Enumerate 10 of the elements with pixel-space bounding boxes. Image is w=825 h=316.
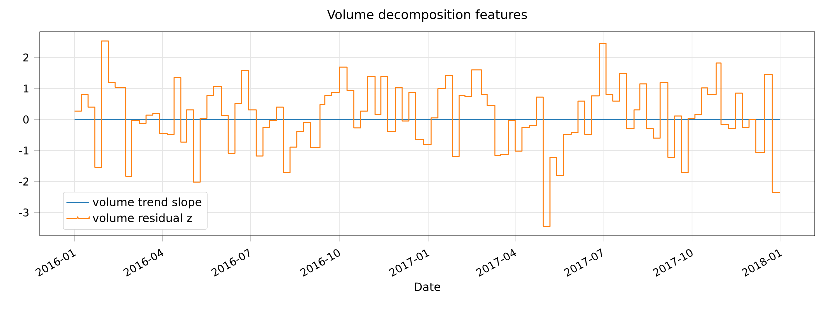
legend-label: volume residual z	[92, 214, 192, 222]
y-tick-label: 0	[24, 116, 29, 124]
legend-label: volume trend slope	[92, 198, 202, 209]
y-tick-label: -1	[19, 146, 29, 155]
x-axis-title: Date	[415, 282, 440, 292]
chart-title: Volume decomposition features	[327, 10, 528, 22]
y-tick-label: 2	[24, 54, 29, 62]
y-tick-label: 1	[24, 84, 29, 93]
y-tick-label: -3	[19, 208, 29, 217]
y-tick-label: -2	[19, 178, 29, 186]
